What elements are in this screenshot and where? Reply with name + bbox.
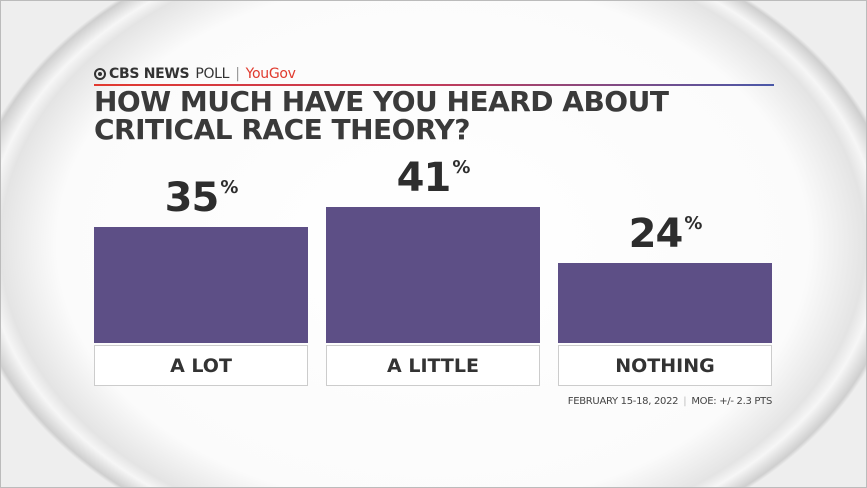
poll-dates: FEBRUARY 15-18, 2022 (567, 396, 679, 407)
brand-suffix: POLL (195, 66, 230, 82)
title-line-1: HOW MUCH HAVE YOU HEARD ABOUT (94, 85, 669, 118)
value-label-0: 35% (94, 175, 308, 221)
value-unit: % (220, 176, 238, 198)
value-label-2: 24% (558, 211, 772, 257)
brand-name: CBS NEWS (109, 66, 190, 82)
value-number: 24 (628, 211, 684, 258)
cbs-eye-icon (94, 68, 106, 80)
category-label-2: NOTHING (558, 345, 772, 386)
category-label-1: A LITTLE (326, 345, 540, 386)
value-number: 35 (164, 174, 220, 221)
bar-0 (94, 226, 308, 343)
value-label-1: 41% (326, 155, 540, 201)
footer: FEBRUARY 15-18, 2022 | MOE: +/- 2.3 PTS (560, 396, 773, 407)
brand-separator: | (235, 66, 240, 82)
value-number: 41 (396, 155, 452, 201)
bar-2 (558, 263, 772, 343)
bar-1 (326, 207, 540, 343)
value-unit: % (684, 213, 702, 235)
chart-title: HOW MUCH HAVE YOU HEARD ABOUT CRITICAL R… (94, 85, 669, 146)
footer-separator: | (683, 396, 687, 407)
brand-header: CBS NEWS POLL | YouGov (94, 66, 296, 82)
header-rule (94, 84, 774, 86)
title-line-2: CRITICAL RACE THEORY? (94, 113, 471, 146)
partner-logo: YouGov (245, 66, 296, 82)
margin-of-error: MOE: +/- 2.3 PTS (691, 396, 772, 407)
category-label-0: A LOT (94, 345, 308, 386)
value-unit: % (452, 157, 470, 178)
